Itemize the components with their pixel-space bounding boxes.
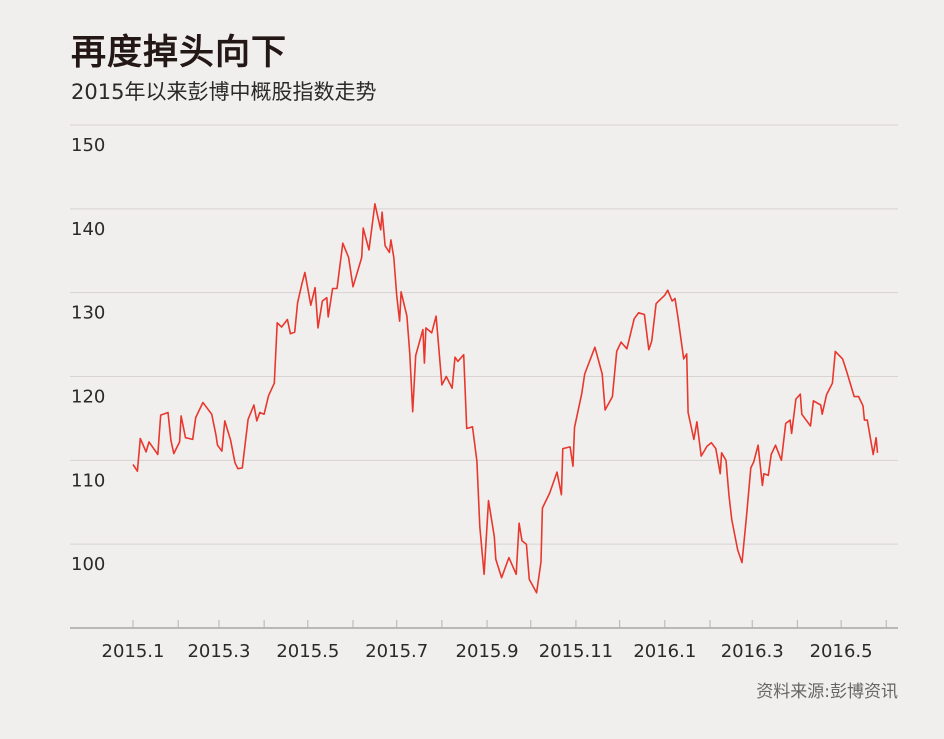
x-tick-label: 2015.9 <box>456 641 519 662</box>
x-tick-label: 2015.5 <box>276 641 339 662</box>
x-tick-label: 2016.5 <box>810 641 873 662</box>
chart-title: 再度掉头向下 <box>71 33 288 73</box>
x-tick-label: 2015.3 <box>187 641 250 662</box>
x-tick-label: 2015.11 <box>539 641 613 662</box>
y-tick-label: 130 <box>71 303 105 324</box>
y-axis-labels: 150 140 130 120 110 100 <box>71 135 105 575</box>
x-tick-label: 2015.7 <box>365 641 428 662</box>
series-line-group <box>132 203 879 594</box>
y-tick-label: 150 <box>71 135 105 156</box>
x-tick-label: 2016.1 <box>633 641 696 662</box>
source-note: 资料来源:彭博资讯 <box>756 682 898 702</box>
x-tick-label: 2016.3 <box>721 641 784 662</box>
y-tick-label: 110 <box>71 470 105 491</box>
y-tick-label: 140 <box>71 219 105 240</box>
y-tick-label: 100 <box>71 554 105 575</box>
x-axis: 2015.1 2015.3 2015.5 2015.7 2015.9 2015.11 201… <box>70 620 898 662</box>
gridlines <box>70 124 898 545</box>
x-tick-label: 2015.1 <box>102 641 165 662</box>
series-line <box>132 203 879 594</box>
y-tick-label: 120 <box>71 387 105 408</box>
chart-subtitle: 2015年以来彭博中概股指数走势 <box>71 80 377 104</box>
